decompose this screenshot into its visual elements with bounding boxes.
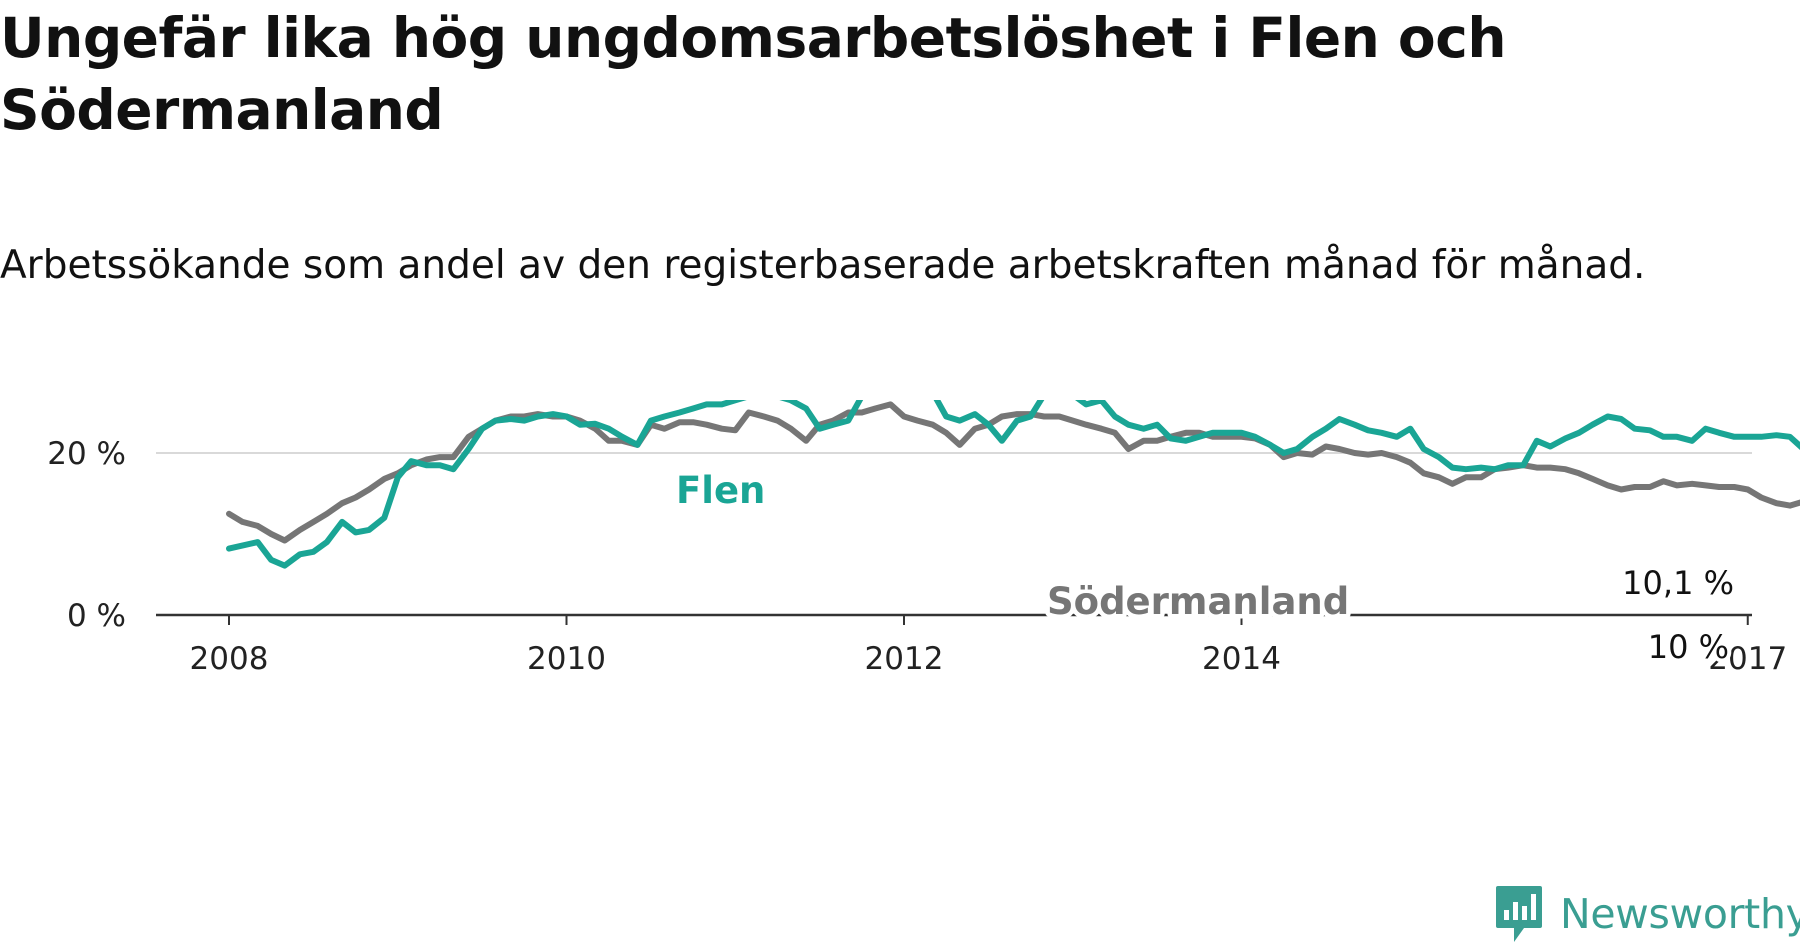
newsworthy-logo: Newsworthy <box>1494 884 1800 944</box>
series-name-label: Södermanland <box>1047 580 1349 623</box>
end-value-label: 10 % <box>1648 628 1729 666</box>
logo-bar <box>1522 906 1527 920</box>
end-value-label: 10,1 % <box>1622 564 1734 602</box>
logo-speech-bubble <box>1496 886 1542 942</box>
series-name-label-halo: Flen <box>676 469 765 512</box>
page-title: Ungefär lika hög ungdomsarbetslöshet i F… <box>0 6 1506 142</box>
series-line-sodermanland <box>226 401 1800 544</box>
page-subtitle: Arbetssökande som andel av den registerb… <box>0 243 1646 288</box>
series-name-label-halo: Södermanland <box>1047 580 1349 623</box>
gridlines: 0 % 20 % <box>47 436 1752 634</box>
x-tick-label: 2017 <box>1708 641 1787 677</box>
brand-name: Newsworthy <box>1560 890 1800 938</box>
x-tick-label: 2012 <box>865 641 944 677</box>
series-lines <box>226 400 1800 569</box>
logo-bar <box>1504 910 1509 920</box>
y-tick-label: 0 % <box>67 598 126 634</box>
logo-bar <box>1513 902 1518 920</box>
x-axis: 200820102012201420172019202120232025 <box>156 613 1787 677</box>
series-name-label: Flen <box>676 469 765 512</box>
end-value-label-halo: 10 % <box>1648 628 1729 666</box>
logo-bar <box>1531 894 1536 920</box>
line-chart: 0 %20 % 20082010201220142017201920212023… <box>47 400 1800 677</box>
x-tick-label: 2014 <box>1202 641 1281 677</box>
series-line-flen <box>226 400 1800 569</box>
x-tick-label: 2010 <box>527 641 606 677</box>
y-tick-label: 20 % <box>47 436 126 472</box>
end-value-label-halo: 10,1 % <box>1622 564 1734 602</box>
newsworthy-logo-icon <box>1496 886 1542 942</box>
x-tick-label: 2008 <box>190 641 269 677</box>
